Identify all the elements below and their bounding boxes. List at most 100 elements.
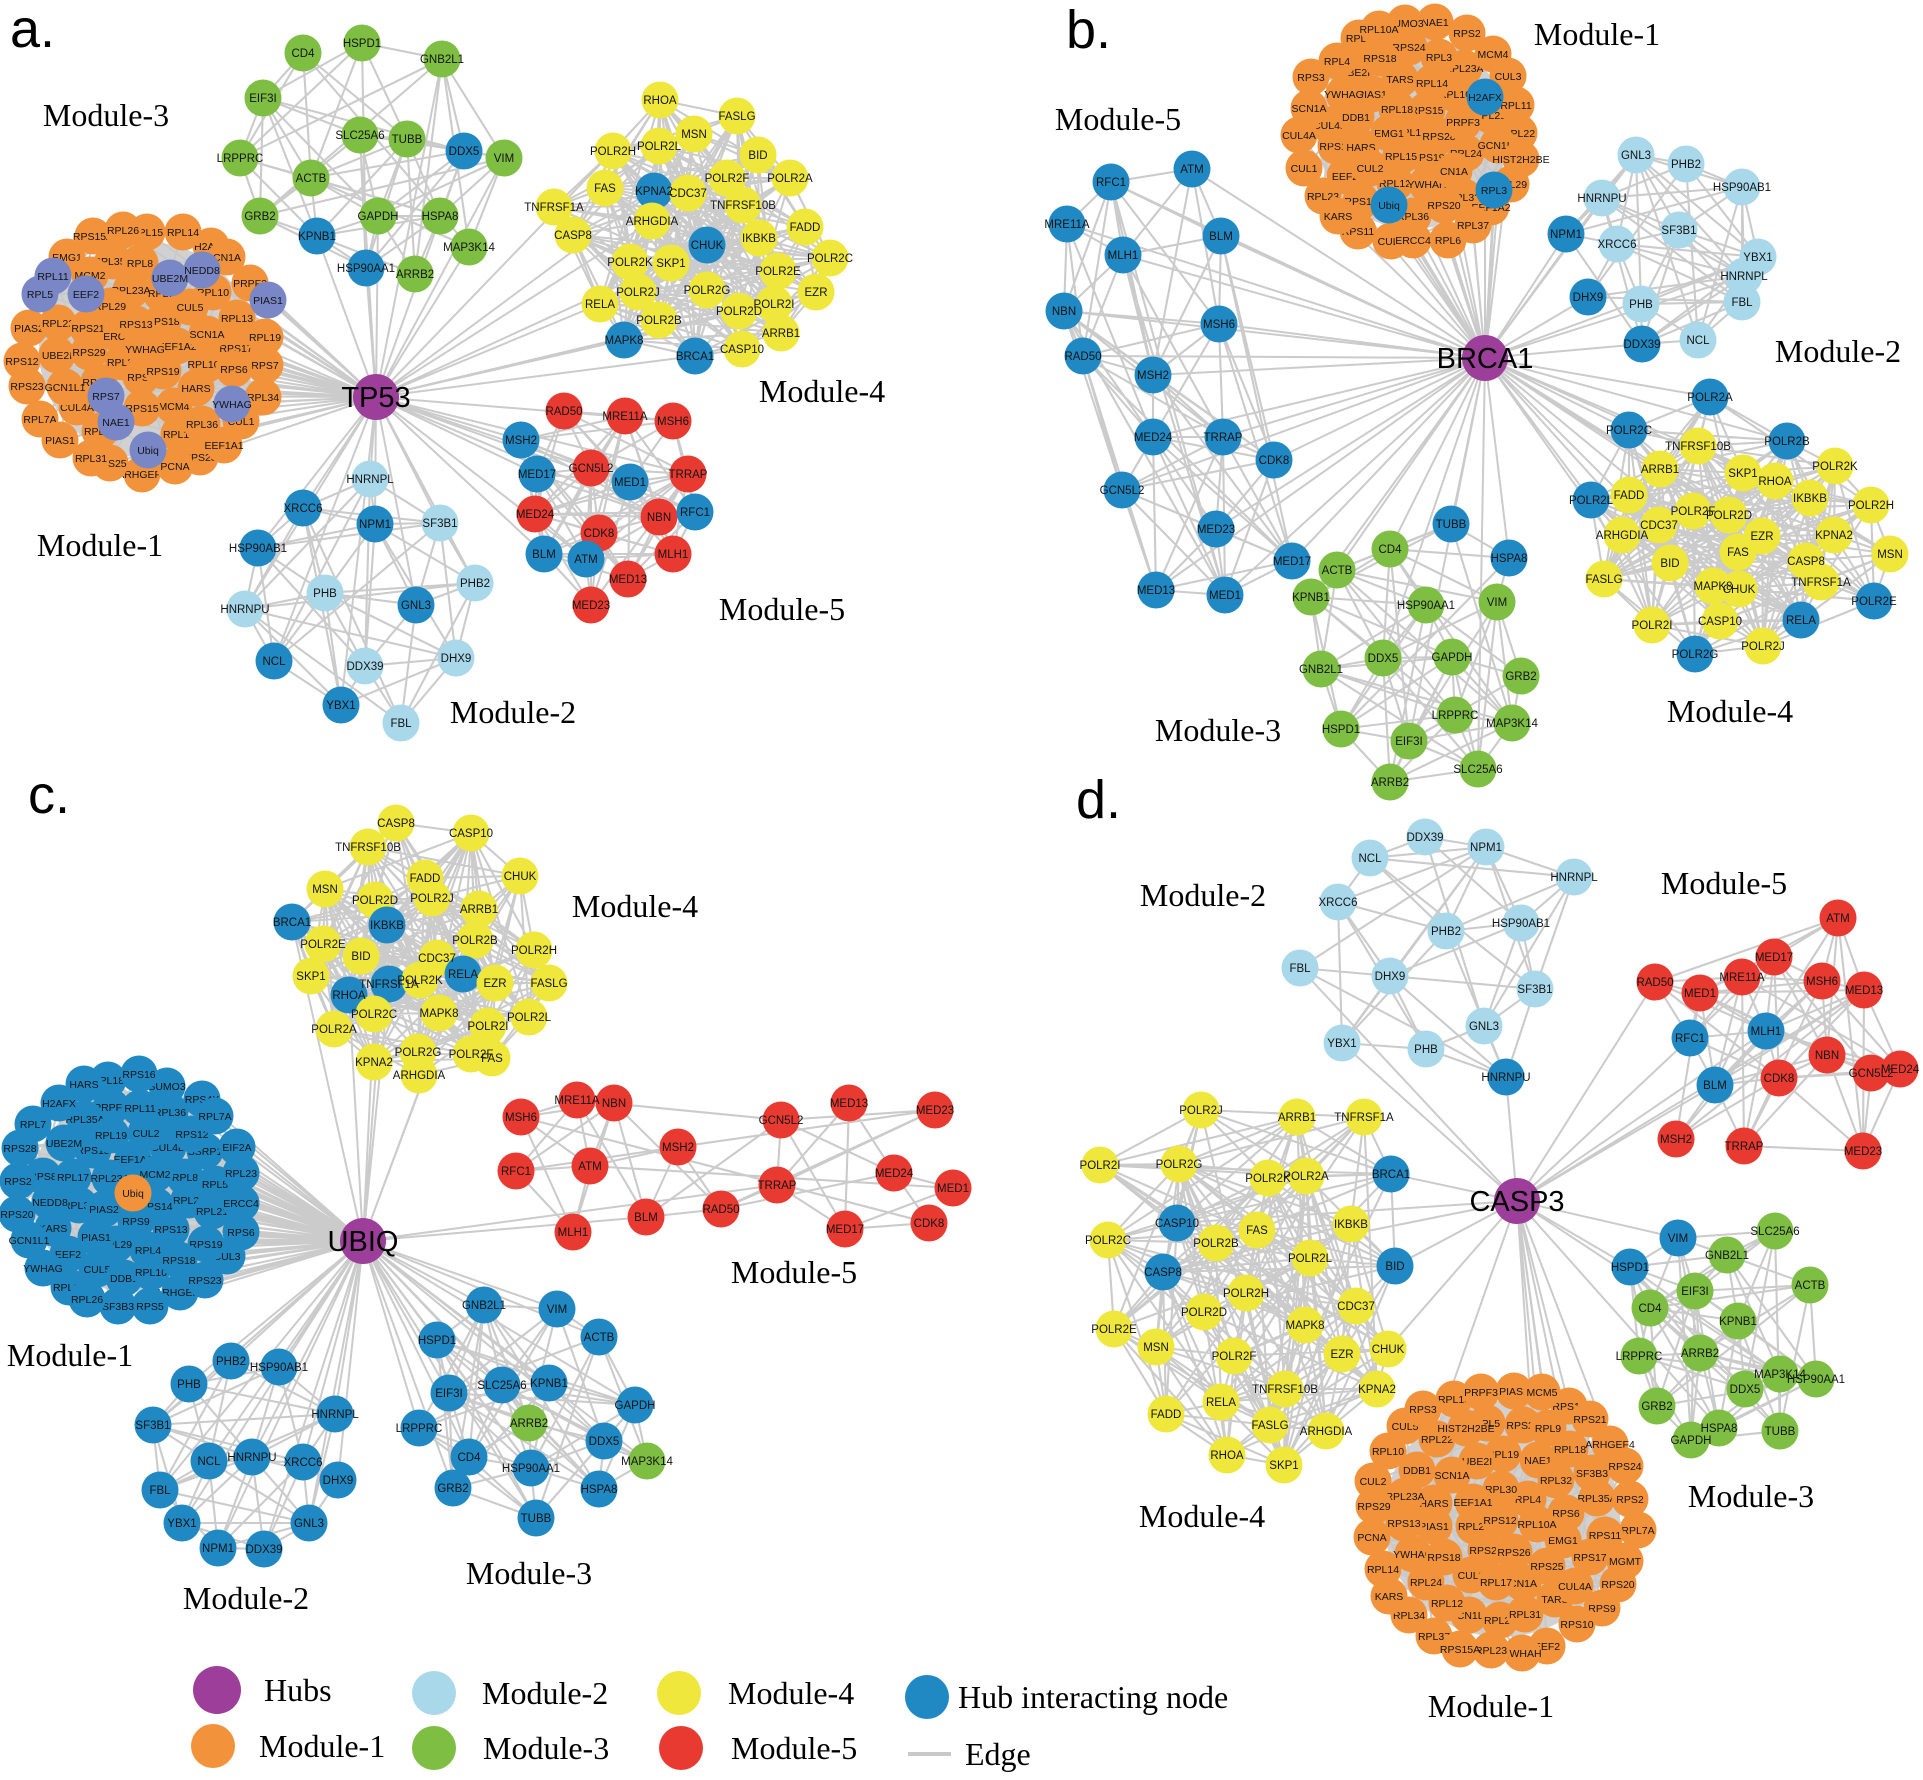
svg-text:EEF2: EEF2 <box>73 289 99 301</box>
svg-text:RPS21: RPS21 <box>71 323 104 335</box>
svg-text:MSN: MSN <box>1143 1342 1169 1354</box>
svg-text:POLR2F: POLR2F <box>705 173 750 185</box>
svg-text:CUL2: CUL2 <box>133 1128 160 1140</box>
svg-text:MED24: MED24 <box>1134 432 1173 444</box>
svg-text:XRCC6: XRCC6 <box>1319 897 1358 909</box>
svg-text:DDB1: DDB1 <box>1403 1465 1431 1477</box>
svg-text:PCNA: PCNA <box>160 461 189 473</box>
svg-text:CASP8: CASP8 <box>1144 1267 1182 1279</box>
svg-text:MLH1: MLH1 <box>1108 250 1139 262</box>
svg-text:FAS: FAS <box>1727 547 1749 559</box>
svg-text:NBN: NBN <box>1052 306 1076 318</box>
svg-text:RPL10A: RPL10A <box>1359 24 1398 36</box>
svg-text:RPL37: RPL37 <box>1457 220 1489 232</box>
svg-text:EEF1A1: EEF1A1 <box>1453 1497 1492 1509</box>
svg-text:SKP1: SKP1 <box>296 971 325 983</box>
svg-text:HNRNPU: HNRNPU <box>1577 193 1626 205</box>
svg-text:BLM: BLM <box>1703 1080 1727 1092</box>
svg-text:YWHAH: YWHAH <box>1407 179 1446 191</box>
svg-text:RPL19: RPL19 <box>95 1130 127 1142</box>
svg-text:MED1: MED1 <box>937 1183 969 1195</box>
svg-text:RPL22: RPL22 <box>42 318 74 330</box>
svg-text:RPL7A: RPL7A <box>23 414 56 426</box>
svg-text:MED13: MED13 <box>609 574 647 586</box>
svg-text:DDX5: DDX5 <box>1368 653 1399 665</box>
svg-text:EMG1: EMG1 <box>1374 128 1404 140</box>
svg-text:RPL21: RPL21 <box>196 1206 228 1218</box>
svg-text:POLR2F: POLR2F <box>1671 506 1716 518</box>
svg-text:NCL: NCL <box>197 1456 221 1468</box>
svg-text:PHB2: PHB2 <box>460 578 490 590</box>
svg-text:RPS29: RPS29 <box>1357 1501 1390 1513</box>
svg-text:CDC37: CDC37 <box>1640 520 1678 532</box>
svg-text:TNFRSF1A: TNFRSF1A <box>524 202 584 214</box>
svg-text:RPL3: RPL3 <box>1481 185 1507 197</box>
svg-text:CUL4A: CUL4A <box>1282 130 1316 142</box>
svg-text:HARS: HARS <box>69 1079 98 1091</box>
svg-text:KARS: KARS <box>1375 1591 1404 1603</box>
svg-text:RPL9: RPL9 <box>1535 1423 1561 1435</box>
svg-text:FBL: FBL <box>1731 297 1753 309</box>
svg-text:GCN5L2: GCN5L2 <box>759 1115 804 1127</box>
svg-text:RPS7: RPS7 <box>92 391 120 403</box>
svg-text:DDB1: DDB1 <box>110 1273 138 1285</box>
svg-text:BRCA1: BRCA1 <box>273 917 311 929</box>
svg-text:POLR2K: POLR2K <box>1245 1173 1291 1185</box>
svg-text:NAE1: NAE1 <box>1524 1455 1552 1467</box>
svg-text:BID: BID <box>351 951 370 963</box>
svg-text:MSN: MSN <box>681 129 707 141</box>
svg-text:RPL10A: RPL10A <box>1517 1519 1556 1531</box>
svg-text:CASP3: CASP3 <box>1469 1186 1564 1218</box>
svg-text:TRRAP: TRRAP <box>1725 1141 1764 1153</box>
svg-text:RPL22: RPL22 <box>1421 1434 1453 1446</box>
svg-text:ATM: ATM <box>578 1161 601 1173</box>
svg-text:POLR2E: POLR2E <box>300 939 346 951</box>
svg-text:HARS: HARS <box>1419 1498 1448 1510</box>
svg-text:CASP8: CASP8 <box>377 818 415 830</box>
svg-text:SCN1A: SCN1A <box>1291 103 1326 115</box>
svg-text:DDX39: DDX39 <box>346 661 383 673</box>
svg-text:XRCC6: XRCC6 <box>284 503 323 515</box>
svg-text:GRB2: GRB2 <box>244 211 275 223</box>
svg-text:CUL5: CUL5 <box>1392 1421 1419 1433</box>
svg-text:EZR: EZR <box>805 287 828 299</box>
svg-text:CASP8: CASP8 <box>554 230 592 242</box>
svg-text:RPL19: RPL19 <box>249 332 281 344</box>
svg-text:Module-5: Module-5 <box>1661 865 1787 901</box>
svg-text:POLR2I: POLR2I <box>1080 1160 1121 1172</box>
svg-text:HSPD1: HSPD1 <box>1611 1262 1649 1274</box>
svg-text:ACTB: ACTB <box>1795 1280 1826 1292</box>
svg-text:HNRNPL: HNRNPL <box>311 1409 359 1421</box>
svg-text:ACTB: ACTB <box>1322 565 1353 577</box>
svg-text:FASLG: FASLG <box>1251 1420 1288 1432</box>
svg-text:YWHAH: YWHAH <box>1502 1648 1541 1660</box>
svg-text:HNRNPL: HNRNPL <box>346 474 394 486</box>
svg-text:NCL: NCL <box>1358 853 1382 865</box>
svg-text:Module-1: Module-1 <box>1428 1688 1554 1724</box>
svg-text:RPL4: RPL4 <box>1515 1494 1541 1506</box>
svg-text:POLR2B: POLR2B <box>452 935 498 947</box>
svg-text:EEF1A2: EEF1A2 <box>157 341 196 353</box>
svg-text:Module-2: Module-2 <box>1140 877 1266 913</box>
svg-text:NPM1: NPM1 <box>1550 229 1582 241</box>
svg-text:POLR2A: POLR2A <box>1283 1171 1329 1183</box>
svg-text:CDK8: CDK8 <box>914 1218 945 1230</box>
svg-text:HIST2H2BE: HIST2H2BE <box>1492 154 1549 166</box>
svg-text:MLH1: MLH1 <box>558 1227 589 1239</box>
svg-text:MCM4: MCM4 <box>1478 49 1509 61</box>
svg-text:LRPPRC: LRPPRC <box>217 153 264 165</box>
svg-text:ARRB2: ARRB2 <box>1371 777 1409 789</box>
svg-text:Module-3: Module-3 <box>43 97 169 133</box>
svg-text:RFC1: RFC1 <box>501 1166 531 1178</box>
svg-text:RPS18: RPS18 <box>146 316 179 328</box>
svg-text:Hub interacting node: Hub interacting node <box>958 1679 1228 1715</box>
svg-text:NAE1: NAE1 <box>1421 17 1449 29</box>
svg-text:POLR2C: POLR2C <box>1085 1235 1131 1247</box>
svg-text:RPS10: RPS10 <box>1560 1619 1593 1631</box>
svg-text:RPS12: RPS12 <box>5 356 38 368</box>
svg-text:SF3B1: SF3B1 <box>422 518 457 530</box>
svg-text:RPS2: RPS2 <box>1616 1494 1644 1506</box>
svg-text:RPL24: RPL24 <box>1410 1577 1442 1589</box>
svg-text:POLR2D: POLR2D <box>1181 1307 1227 1319</box>
svg-text:SF3B3: SF3B3 <box>1576 1468 1608 1480</box>
